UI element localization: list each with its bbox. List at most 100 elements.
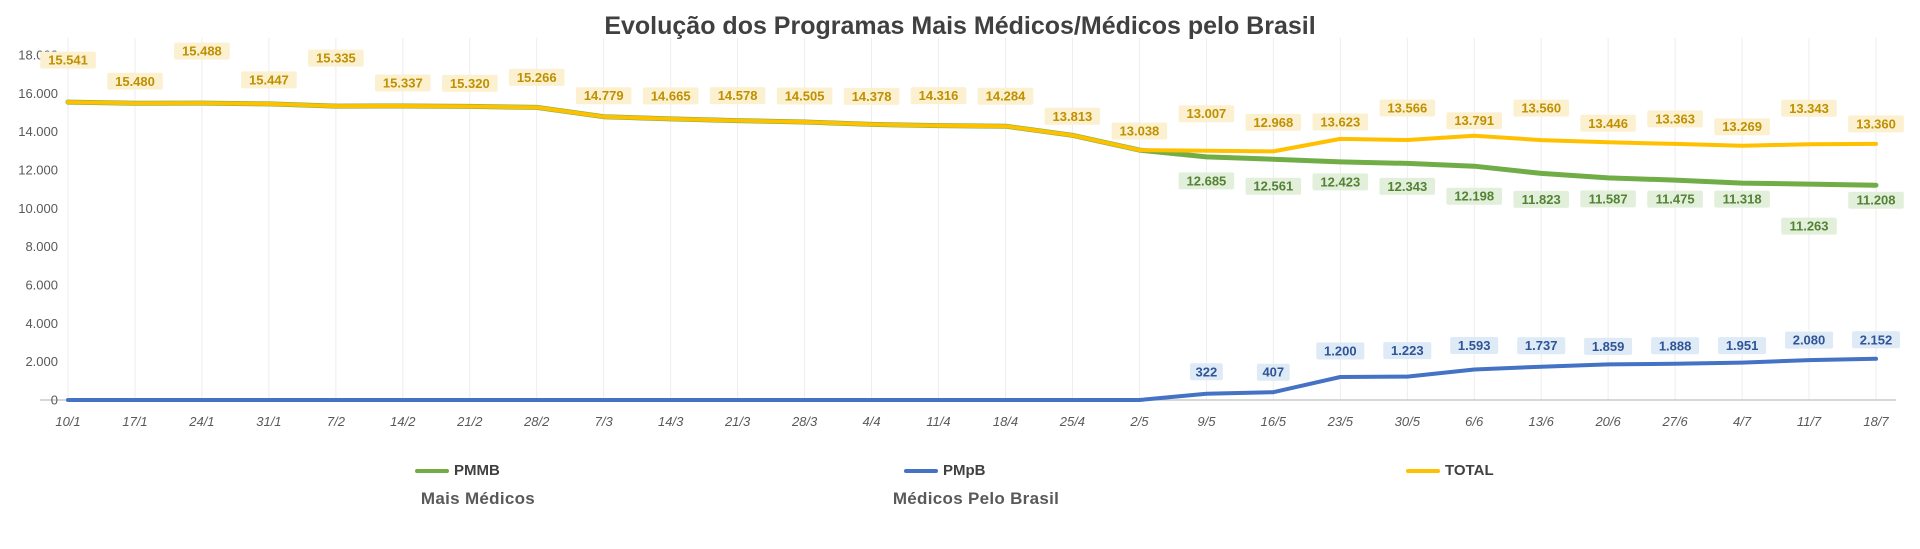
total-data-label-bg xyxy=(1848,115,1904,133)
total-data-label-bg xyxy=(1580,114,1636,132)
y-axis-label: 14.000 xyxy=(18,124,58,139)
legend-item-pmmb[interactable]: PMMB xyxy=(415,462,500,479)
x-axis-label: 16/5 xyxy=(1261,414,1287,429)
x-axis-label: 23/5 xyxy=(1327,414,1354,429)
pmpb-data-label-bg xyxy=(1450,337,1499,354)
pmpb-legend-line-icon xyxy=(904,468,938,473)
total-data-label-bg xyxy=(1111,122,1168,140)
y-axis-label: 12.000 xyxy=(18,163,58,178)
pmmb-data-label: 11.475 xyxy=(1656,192,1695,207)
pmpb-data-label: 2.152 xyxy=(1860,332,1893,347)
pmmb-data-label: 12.343 xyxy=(1387,179,1427,194)
pmmb-data-label: 11.318 xyxy=(1723,192,1762,207)
total-data-label-bg xyxy=(709,87,766,105)
x-axis-label: 14/2 xyxy=(390,414,416,429)
total-data-label-bg xyxy=(107,72,163,90)
total-data-label: 15.266 xyxy=(517,70,557,85)
total-data-label-bg xyxy=(977,87,1034,105)
total-data-label-bg xyxy=(375,74,431,92)
pmmb-data-label-bg xyxy=(1446,187,1502,205)
pmpb-data-label: 1.859 xyxy=(1592,339,1625,354)
x-axis-label: 21/2 xyxy=(456,414,483,429)
x-axis-label: 7/2 xyxy=(327,414,346,429)
x-axis-label: 25/4 xyxy=(1059,414,1085,429)
pmmb-data-label-bg xyxy=(1647,190,1703,208)
total-data-label: 13.813 xyxy=(1053,109,1093,124)
pmpb-data-label-bg xyxy=(1517,337,1566,355)
pmpb-data-label: 407 xyxy=(1262,365,1284,380)
legend-label-total: TOTAL xyxy=(1445,462,1494,479)
pmmb-data-label-bg xyxy=(1178,172,1235,190)
total-data-label: 13.363 xyxy=(1655,111,1695,126)
pmmb-data-label: 12.561 xyxy=(1253,179,1293,194)
total-data-label: 15.480 xyxy=(115,74,155,89)
x-axis-label: 17/1 xyxy=(122,414,147,429)
legend-item-pmpb[interactable]: PMpB xyxy=(904,462,986,479)
caption-medicos-pelo-brasil: Médicos Pelo Brasil xyxy=(892,489,1060,508)
total-data-label-bg xyxy=(1513,99,1569,117)
total-data-label-bg xyxy=(1178,105,1235,123)
total-data-label-bg xyxy=(241,71,297,89)
total-data-label-bg xyxy=(1044,107,1101,125)
total-data-label-bg xyxy=(910,87,967,105)
pmpb-line xyxy=(66,356,1878,402)
y-axis-label: 16.000 xyxy=(18,86,58,101)
x-axis-label: 13/6 xyxy=(1529,414,1555,429)
pmpb-data-label-bg xyxy=(1584,337,1633,355)
pmpb-data-label-bg xyxy=(1651,337,1700,355)
x-axis-label: 4/4 xyxy=(863,414,881,429)
pmpb-data-label-bg xyxy=(1852,331,1900,349)
total-data-label: 15.488 xyxy=(182,44,222,59)
pmpb-data-label: 322 xyxy=(1196,364,1218,379)
total-data-label: 13.560 xyxy=(1521,101,1561,116)
x-axis-label: 9/5 xyxy=(1197,414,1216,429)
total-data-label: 14.779 xyxy=(584,88,624,103)
total-data-label: 14.665 xyxy=(651,88,691,103)
x-axis-label: 11/7 xyxy=(1797,414,1822,429)
total-data-label: 13.791 xyxy=(1454,113,1494,128)
total-data-label-bg xyxy=(776,87,833,105)
pmpb-data-label-bg xyxy=(1190,363,1223,381)
x-axis-label: 11/4 xyxy=(926,414,950,429)
pmmb-data-label: 11.208 xyxy=(1856,193,1895,208)
chart-title: Evolução dos Programas Mais Médicos/Médi… xyxy=(604,12,1316,40)
total-data-label-bg xyxy=(843,87,900,105)
x-axis-label: 4/7 xyxy=(1733,414,1752,429)
y-axis-label: 2.000 xyxy=(25,354,58,369)
legend-label-pmpb: PMpB xyxy=(943,462,986,479)
x-axis-label: 21/3 xyxy=(724,414,751,429)
total-data-label: 13.623 xyxy=(1320,114,1360,129)
y-axis-label: 8.000 xyxy=(25,239,58,254)
total-data-label: 14.316 xyxy=(919,88,959,103)
total-data-label: 13.007 xyxy=(1187,106,1227,121)
pmmb-data-label-bg xyxy=(1714,190,1770,208)
total-data-label-bg xyxy=(1647,110,1703,128)
legend-item-total[interactable]: TOTAL xyxy=(1406,462,1494,479)
total-data-label: 15.335 xyxy=(316,51,356,66)
pmpb-data-label: 1.888 xyxy=(1659,338,1692,353)
total-legend-line-icon xyxy=(1406,468,1440,473)
pmpb-data-label: 1.200 xyxy=(1324,344,1357,359)
x-axis-label: 18/4 xyxy=(993,414,1018,429)
total-data-label-bg xyxy=(442,74,498,92)
pmmb-data-label: 12.685 xyxy=(1187,173,1227,188)
total-data-label-bg xyxy=(174,42,230,60)
pmmb-data-label-bg xyxy=(1245,177,1302,195)
y-axis-label: 4.000 xyxy=(25,316,58,331)
x-axis-label: 28/2 xyxy=(523,414,550,429)
pmpb-data-label: 1.737 xyxy=(1525,338,1558,353)
total-data-label-bg xyxy=(1446,112,1502,130)
total-data-label: 13.269 xyxy=(1722,119,1762,134)
x-axis-label: 28/3 xyxy=(791,414,818,429)
total-data-label: 15.337 xyxy=(383,76,423,91)
pmmb-data-label: 12.198 xyxy=(1454,189,1494,204)
pmmb-data-label-bg xyxy=(1312,173,1369,191)
total-data-label: 14.284 xyxy=(986,89,1027,104)
total-data-label: 13.360 xyxy=(1856,116,1896,131)
y-axis-label: 0 xyxy=(51,393,58,408)
total-data-label: 12.968 xyxy=(1253,115,1293,130)
total-data-label: 14.378 xyxy=(852,89,892,104)
x-axis-label: 10/1 xyxy=(55,414,80,429)
pmpb-data-label-bg xyxy=(1785,331,1833,349)
pmmb-data-label-bg xyxy=(1781,217,1837,235)
